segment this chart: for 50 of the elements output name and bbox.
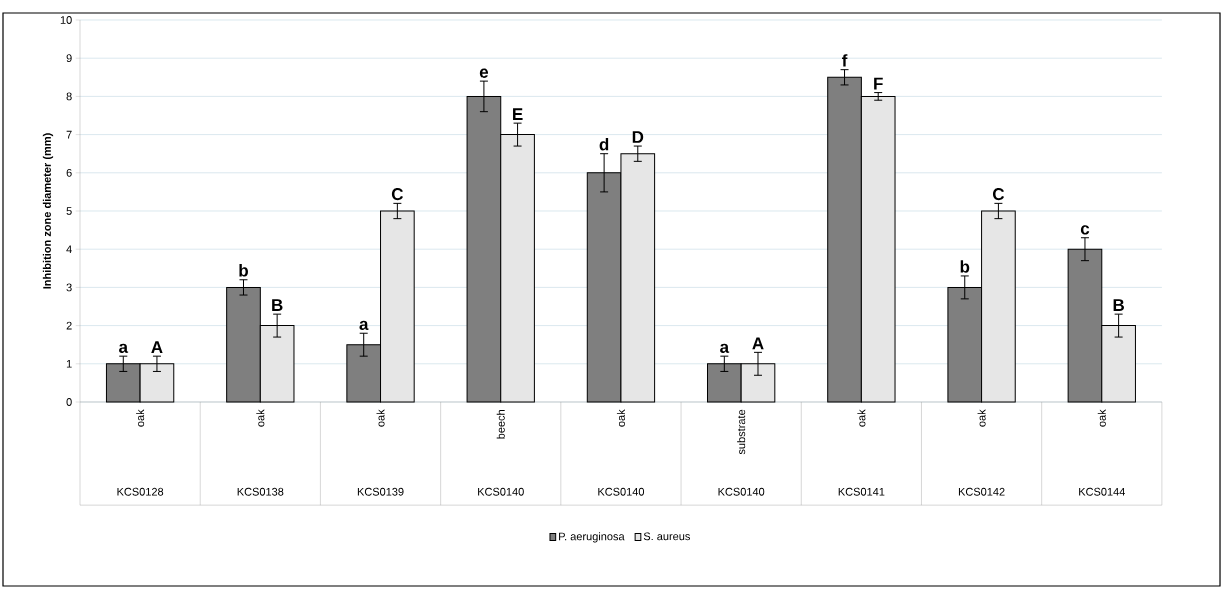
annotation: a bbox=[359, 320, 369, 331]
y-tick-label: 4 bbox=[66, 245, 72, 253]
x-tick-label: KCS0144 bbox=[1079, 487, 1125, 496]
annotation: d bbox=[599, 138, 609, 151]
text: oak bbox=[376, 409, 385, 427]
annotation: b bbox=[239, 264, 248, 277]
x-tick-label: KCS0139 bbox=[357, 487, 404, 496]
annotation: f bbox=[842, 54, 848, 67]
x-tick-label: KCS0128 bbox=[117, 487, 164, 496]
y-tick-label: 10 bbox=[60, 16, 72, 24]
text: substrate bbox=[737, 409, 746, 455]
text: oak bbox=[616, 409, 625, 427]
y-tick-label: 3 bbox=[66, 283, 72, 292]
text: beech bbox=[496, 410, 505, 439]
y-axis-title: Inhibition zone diameter (mm) bbox=[42, 133, 54, 289]
text: oak bbox=[136, 409, 145, 427]
annotation: A bbox=[752, 337, 764, 350]
annotation: a bbox=[720, 343, 730, 353]
annotation: B bbox=[1113, 299, 1124, 311]
y-tick-label: 6 bbox=[66, 168, 72, 177]
x-tick-label: KCS0140 bbox=[718, 487, 765, 496]
text: oak bbox=[256, 409, 265, 427]
annotation: a bbox=[119, 343, 129, 353]
annotation: C bbox=[992, 188, 1005, 201]
y-tick-label: 5 bbox=[66, 207, 72, 215]
legend-label: S. aureus bbox=[643, 532, 690, 541]
legend-label: P. aeruginosa bbox=[559, 532, 625, 543]
text: oak bbox=[1097, 409, 1106, 427]
y-tick-label: 2 bbox=[66, 321, 72, 330]
annotation: e bbox=[479, 68, 489, 78]
annotation: C bbox=[391, 188, 404, 201]
x-tick-label: KCS0141 bbox=[838, 487, 885, 496]
text: oak bbox=[977, 409, 986, 427]
x-tick-label: KCS0140 bbox=[598, 487, 645, 496]
y-tick-label: 8 bbox=[66, 92, 72, 101]
x-tick-label: KCS0140 bbox=[478, 487, 524, 496]
annotation: B bbox=[272, 299, 283, 311]
annotation: F bbox=[874, 77, 883, 90]
x-tick-label: KCS0138 bbox=[237, 487, 284, 496]
annotation: D bbox=[632, 131, 644, 143]
annotation: E bbox=[513, 108, 523, 120]
y-tick-label: 7 bbox=[66, 130, 72, 139]
x-tick-label: KCS0142 bbox=[958, 487, 1005, 496]
y-tick-label: 0 bbox=[66, 398, 72, 406]
annotation: b bbox=[960, 260, 970, 273]
y-tick-label: 1 bbox=[66, 360, 72, 368]
annotation: c bbox=[1080, 225, 1090, 235]
y-tick-label: 9 bbox=[66, 54, 72, 63]
annotation: A bbox=[151, 341, 163, 353]
text: oak bbox=[857, 409, 866, 427]
